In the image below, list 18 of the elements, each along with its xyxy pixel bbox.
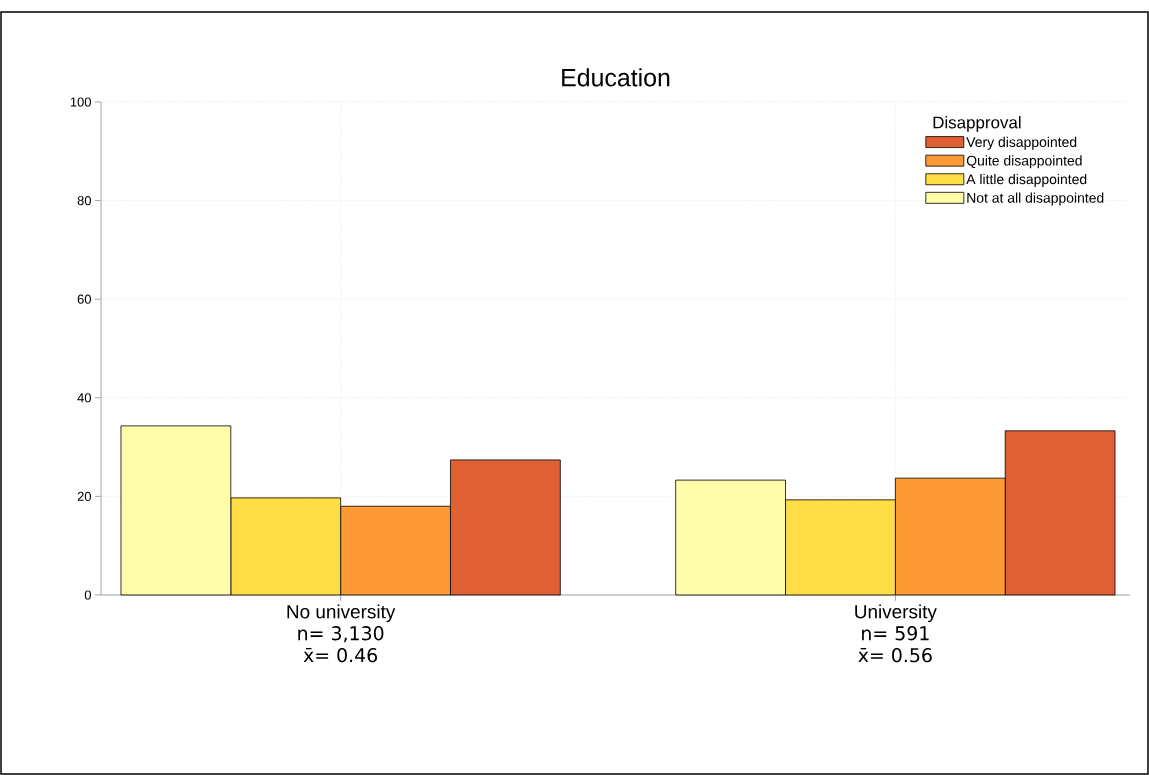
legend-label: Very disappointed	[966, 136, 1077, 150]
y-tick-label: 80	[77, 195, 91, 206]
text: x̄= 0.56	[858, 647, 932, 663]
y-tick-label: 100	[70, 97, 91, 107]
text: n= 591	[862, 626, 929, 641]
text: n= 3,130	[298, 626, 384, 643]
y-tick-label: 40	[77, 393, 91, 403]
legend-label: Quite disappointed	[966, 155, 1082, 169]
y-tick-label: 0	[84, 590, 91, 600]
legend-label: Not at all disappointed	[967, 192, 1104, 206]
y-tick-label: 20	[77, 491, 91, 501]
text: x̄= 0.46	[303, 647, 378, 663]
legend-label: A little disappointed	[966, 173, 1087, 187]
x-tick-label: University	[855, 604, 937, 623]
x-tick-label: No university	[287, 604, 396, 623]
legend-title: Disapproval	[933, 116, 1021, 132]
chart-title: Education	[562, 68, 670, 87]
y-tick-label: 60	[77, 294, 91, 304]
